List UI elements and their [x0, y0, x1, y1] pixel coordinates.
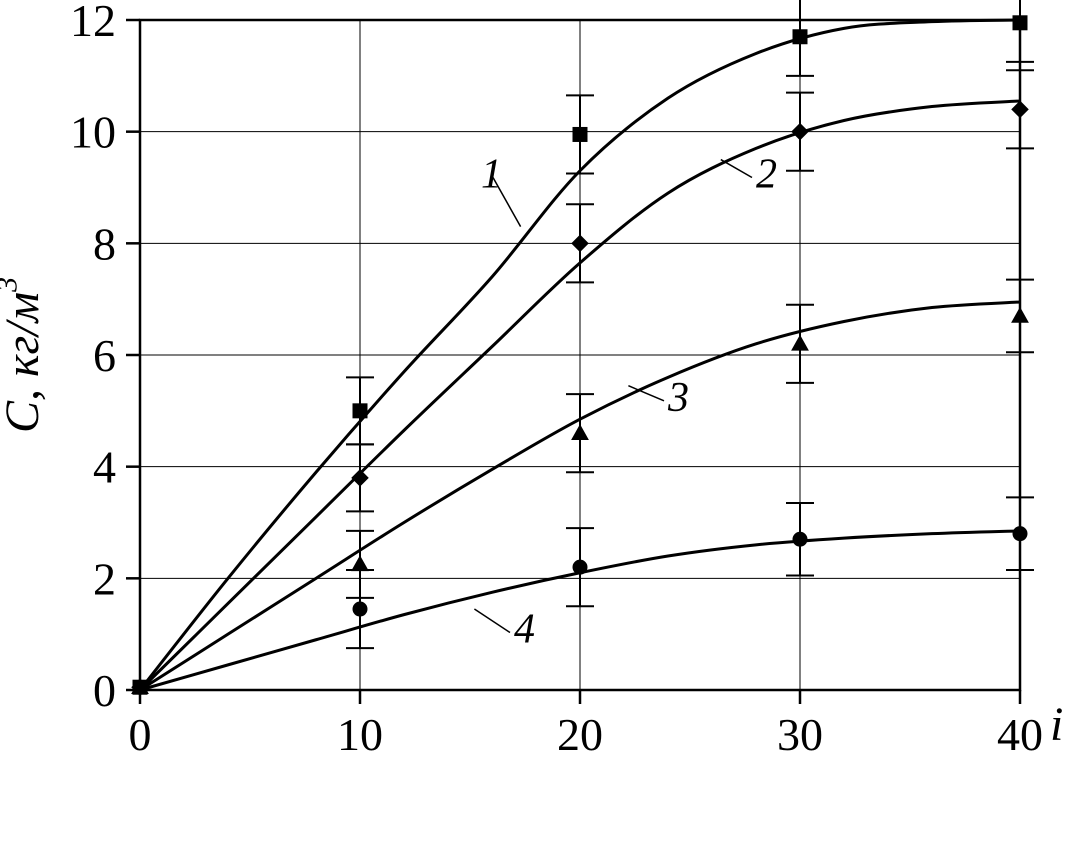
y-tick-label: 10: [70, 107, 116, 158]
x-tick-label: 20: [557, 709, 603, 760]
marker-square: [793, 30, 807, 44]
curve-label-2: 2: [756, 152, 777, 198]
marker-square: [353, 404, 367, 418]
x-tick-label: 10: [337, 709, 383, 760]
marker-circle: [133, 680, 147, 694]
y-tick-label: 6: [93, 330, 116, 381]
x-axis-label: i: [1050, 698, 1063, 751]
curve-label-1: 1: [481, 152, 502, 198]
line-chart: 010203040024681012iС, кг/м31234: [0, 0, 1076, 841]
svg-text:С, кг/м3: С, кг/м3: [0, 277, 49, 433]
y-tick-label: 0: [93, 665, 116, 716]
marker-circle: [1013, 527, 1027, 541]
y-tick-label: 12: [70, 0, 116, 46]
x-tick-label: 0: [129, 709, 152, 760]
marker-circle: [793, 532, 807, 546]
y-tick-label: 4: [93, 442, 116, 493]
y-tick-label: 8: [93, 218, 116, 269]
curve-label-4: 4: [514, 607, 535, 653]
x-tick-label: 40: [997, 709, 1043, 760]
marker-circle: [573, 560, 587, 574]
marker-square: [573, 127, 587, 141]
x-tick-label: 30: [777, 709, 823, 760]
curve-label-3: 3: [667, 375, 689, 421]
y-tick-label: 2: [93, 553, 116, 604]
marker-circle: [353, 602, 367, 616]
marker-square: [1013, 16, 1027, 30]
y-axis-label: С, кг/м3: [0, 277, 49, 433]
